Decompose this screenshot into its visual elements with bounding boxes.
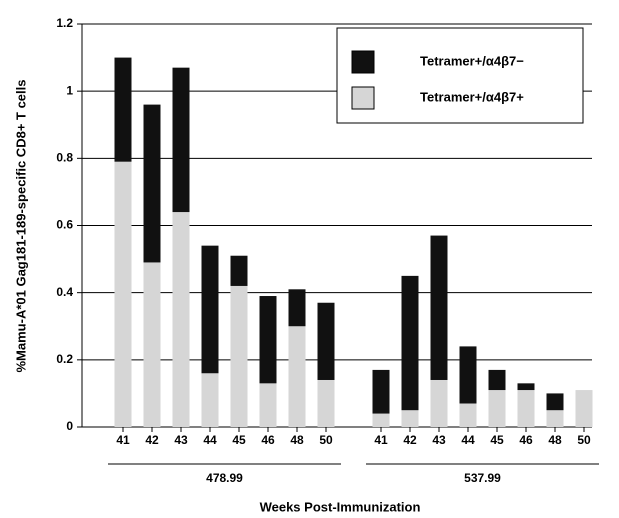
y-tick-label: 1.2	[56, 16, 73, 30]
y-axis-label: %Mamu-A*01 Gag181-189-specific CD8+ T ce…	[13, 80, 28, 373]
bar-segment	[172, 212, 190, 427]
legend-box	[336, 27, 584, 124]
bar-segment	[230, 285, 248, 427]
x-tick-label: 41	[374, 433, 388, 447]
x-tick-label: 46	[261, 433, 275, 447]
bar-segment	[143, 104, 161, 263]
bar-segment	[430, 379, 448, 427]
bar-segment	[201, 245, 219, 374]
bar-segment	[517, 390, 535, 427]
bar-segment	[401, 275, 419, 411]
x-axis-label: Weeks Post-Immunization	[260, 499, 421, 514]
bar-segment	[575, 390, 593, 427]
bar-segment	[401, 410, 419, 427]
x-tick-label: 44	[203, 433, 217, 447]
group-label: 537.99	[464, 471, 501, 485]
x-tick-label: 43	[174, 433, 188, 447]
bar-segment	[430, 235, 448, 380]
legend-label: Tetramer+/α4β7−	[420, 53, 524, 68]
x-tick-label: 48	[290, 433, 304, 447]
y-tick-label: 0.6	[56, 218, 73, 232]
y-tick-label: 0.8	[56, 151, 73, 165]
bar-segment	[517, 383, 535, 391]
bar-segment	[317, 379, 335, 427]
bar-segment	[114, 57, 132, 162]
bar-segment	[259, 383, 277, 427]
bar-segment	[459, 403, 477, 427]
x-tick-label: 43	[432, 433, 446, 447]
bar-segment	[546, 410, 564, 427]
bar-segment	[317, 302, 335, 380]
y-tick-label: 1	[66, 83, 73, 97]
x-tick-label: 41	[116, 433, 130, 447]
y-tick-label: 0.2	[56, 352, 73, 366]
y-tick-label: 0	[66, 419, 73, 433]
legend-label: Tetramer+/α4β7+	[420, 89, 524, 104]
x-tick-label: 48	[548, 433, 562, 447]
x-tick-label: 45	[490, 433, 504, 447]
bar-segment	[488, 390, 506, 427]
bar-segment	[143, 262, 161, 427]
x-tick-label: 44	[461, 433, 475, 447]
x-tick-label: 45	[232, 433, 246, 447]
bar-segment	[288, 289, 306, 327]
bar-segment	[546, 393, 564, 411]
legend-swatch	[351, 50, 375, 74]
legend-swatch	[351, 86, 375, 110]
x-tick-label: 50	[577, 433, 591, 447]
bar-segment	[372, 369, 390, 414]
group-label: 478.99	[206, 471, 243, 485]
x-tick-label: 50	[319, 433, 333, 447]
bar-segment	[459, 346, 477, 404]
bar-segment	[372, 413, 390, 427]
bar-segment	[172, 67, 190, 213]
bar-segment	[488, 369, 506, 391]
bar-segment	[288, 326, 306, 427]
bar-segment	[230, 255, 248, 286]
x-tick-label: 46	[519, 433, 533, 447]
x-tick-label: 42	[145, 433, 159, 447]
x-tick-label: 42	[403, 433, 417, 447]
bar-segment	[259, 296, 277, 384]
bar-segment	[114, 161, 132, 428]
bar-segment	[201, 373, 219, 427]
y-tick-label: 0.4	[56, 285, 73, 299]
